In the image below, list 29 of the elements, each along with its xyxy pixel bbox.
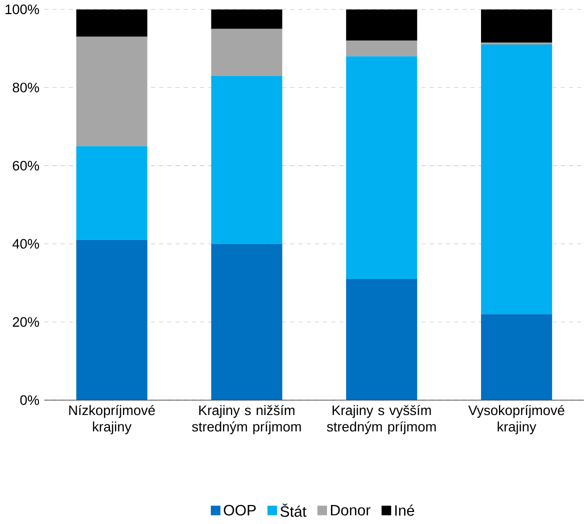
y-tick-label: 80% bbox=[12, 82, 40, 92]
x-tick-label: Vysokopríjmové krajiny bbox=[468, 404, 564, 434]
legend-label: OOP bbox=[224, 504, 256, 516]
legend-label: Donor bbox=[330, 504, 370, 516]
bar bbox=[211, 244, 282, 400]
y-tick-label: 40% bbox=[12, 238, 40, 249]
bar bbox=[211, 9, 282, 29]
bar bbox=[211, 76, 282, 244]
legend-label: Iné bbox=[395, 504, 414, 516]
bar bbox=[346, 278, 418, 400]
x-tick-label: Krajiny s vyšším stredným príjmom bbox=[326, 404, 436, 434]
bar bbox=[211, 28, 282, 76]
y-tick-label: 100% bbox=[6, 4, 40, 14]
x-tick-label: Krajiny s nižším stredným príjmom bbox=[192, 404, 301, 434]
bar bbox=[481, 44, 552, 314]
bar bbox=[346, 9, 418, 41]
bar bbox=[481, 314, 552, 400]
bar bbox=[76, 240, 148, 400]
x-tick-label: Nízkopríjmové krajiny bbox=[69, 404, 155, 434]
y-tick-label: 0% bbox=[20, 395, 40, 405]
bar bbox=[346, 40, 418, 56]
bar bbox=[76, 146, 148, 240]
y-tick-label: 60% bbox=[12, 160, 40, 170]
y-tick-label: 20% bbox=[12, 317, 40, 327]
bar bbox=[481, 9, 552, 42]
bar bbox=[346, 56, 418, 279]
bar bbox=[76, 9, 148, 37]
bar bbox=[76, 36, 148, 146]
legend-label: Štát bbox=[280, 503, 306, 517]
